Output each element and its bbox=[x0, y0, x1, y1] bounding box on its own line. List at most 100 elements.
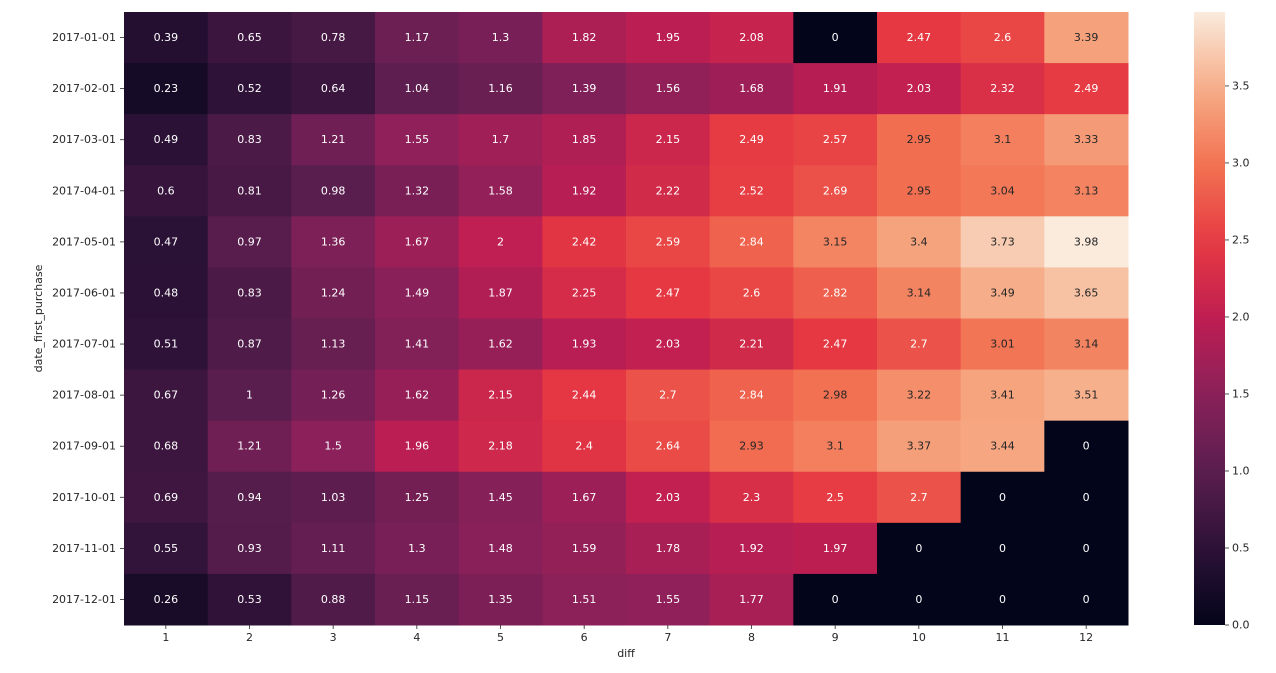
heatmap-cell bbox=[291, 12, 376, 64]
heatmap-cell bbox=[124, 369, 209, 422]
heatmap-cell bbox=[542, 12, 627, 64]
heatmap-cell bbox=[1044, 420, 1129, 473]
cell-value-label: 0 bbox=[999, 593, 1006, 606]
cell-value-label: 2.7 bbox=[910, 491, 928, 504]
y-tick-label: 2017-03-01 bbox=[52, 133, 116, 146]
heatmap-cell bbox=[626, 573, 711, 626]
cell-value-label: 2.84 bbox=[739, 235, 764, 248]
cell-value-label: 1.13 bbox=[321, 338, 346, 351]
cell-value-label: 1.58 bbox=[488, 184, 513, 197]
cell-value-label: 3.41 bbox=[990, 389, 1015, 402]
heatmap-cell bbox=[375, 114, 460, 166]
cell-value-label: 2.03 bbox=[656, 491, 681, 504]
cell-value-label: 1.55 bbox=[656, 593, 681, 606]
cell-value-label: 1.62 bbox=[405, 389, 430, 402]
cell-value-label: 2.4 bbox=[575, 440, 593, 453]
y-tick-label: 2017-04-01 bbox=[52, 184, 116, 197]
heatmap-cell bbox=[960, 420, 1045, 473]
cell-value-label: 2.6 bbox=[994, 31, 1012, 44]
cell-value-label: 0 bbox=[832, 593, 839, 606]
heatmap-cell bbox=[458, 318, 543, 371]
heatmap-cell bbox=[124, 573, 209, 626]
heatmap-cell bbox=[542, 573, 627, 626]
cell-value-label: 1.55 bbox=[405, 133, 430, 146]
cell-value-label: 2.84 bbox=[739, 389, 764, 402]
cell-value-label: 0.6 bbox=[157, 184, 175, 197]
heatmap-cell bbox=[877, 165, 962, 217]
cell-value-label: 1.97 bbox=[823, 542, 848, 555]
heatmap-cell bbox=[458, 216, 543, 268]
heatmap-cell bbox=[709, 12, 794, 64]
cell-value-label: 3.01 bbox=[990, 338, 1015, 351]
heatmap-cell bbox=[458, 573, 543, 626]
heatmap-cell bbox=[793, 522, 878, 575]
y-tick-labels: 2017-01-01 2017-02-01 2017-03-01 2017-04-01… bbox=[52, 31, 124, 606]
cell-value-label: 2.49 bbox=[1074, 82, 1099, 95]
heatmap-cell bbox=[458, 522, 543, 575]
y-tick-label: 2017-11-01 bbox=[52, 542, 116, 555]
heatmap-cell bbox=[375, 12, 460, 64]
heatmap-cell bbox=[709, 267, 794, 319]
cell-value-label: 3.15 bbox=[823, 235, 848, 248]
heatmap-cell bbox=[877, 114, 962, 166]
cell-value-label: 2.21 bbox=[739, 338, 764, 351]
y-tick-label: 2017-02-01 bbox=[52, 82, 116, 95]
cell-value-label: 3.33 bbox=[1074, 133, 1099, 146]
y-tick-label: 2017-07-01 bbox=[52, 338, 116, 351]
y-tick-label: 2017-05-01 bbox=[52, 235, 116, 248]
cell-value-label: 2.32 bbox=[990, 82, 1015, 95]
heatmap-cell bbox=[291, 114, 376, 166]
heatmap-cell bbox=[709, 369, 794, 422]
heatmap-cell bbox=[375, 63, 460, 115]
heatmap-cell bbox=[375, 420, 460, 473]
cell-value-label: 1.41 bbox=[405, 338, 430, 351]
cell-value-label: 2.69 bbox=[823, 184, 848, 197]
heatmap-cell bbox=[793, 63, 878, 115]
heatmap-cell bbox=[207, 318, 292, 371]
heatmap-cell bbox=[709, 471, 794, 524]
x-tick-label: 3 bbox=[330, 631, 337, 644]
y-tick-label: 2017-10-01 bbox=[52, 491, 116, 504]
heatmap-cell bbox=[124, 216, 209, 268]
cell-value-label: 2.57 bbox=[823, 133, 848, 146]
cell-value-label: 0.49 bbox=[154, 133, 179, 146]
colorbar-tick-label: 1.0 bbox=[1232, 464, 1250, 477]
x-axis-label: diff bbox=[617, 647, 635, 660]
heatmap-cell bbox=[960, 318, 1045, 371]
heatmap-cell bbox=[877, 522, 962, 575]
cell-value-label: 0.94 bbox=[237, 491, 262, 504]
heatmap-cell bbox=[458, 12, 543, 64]
cell-value-label: 0.47 bbox=[154, 235, 179, 248]
heatmap-cell bbox=[877, 369, 962, 422]
heatmap-cell bbox=[793, 318, 878, 371]
cell-value-label: 1 bbox=[246, 389, 253, 402]
heatmap-cell bbox=[207, 12, 292, 64]
cell-value-label: 2.6 bbox=[743, 286, 761, 299]
heatmap-cell bbox=[1044, 318, 1129, 371]
heatmap-cell bbox=[207, 114, 292, 166]
colorbar-tick-label: 2.5 bbox=[1232, 233, 1250, 246]
heatmap-cell bbox=[124, 420, 209, 473]
heatmap-cell bbox=[709, 63, 794, 115]
heatmap-cell bbox=[877, 420, 962, 473]
heatmap-cell bbox=[458, 267, 543, 319]
colorbar-tick-label: 1.5 bbox=[1232, 387, 1250, 400]
heatmap-cell bbox=[1044, 369, 1129, 422]
heatmap-cell bbox=[207, 471, 292, 524]
cell-value-label: 1.24 bbox=[321, 286, 346, 299]
heatmap-cell bbox=[542, 318, 627, 371]
cell-value-label: 0.39 bbox=[154, 31, 179, 44]
cell-value-label: 2.95 bbox=[907, 184, 932, 197]
heatmap-cell bbox=[1044, 165, 1129, 217]
cell-value-label: 0.55 bbox=[154, 542, 179, 555]
cell-value-label: 2.15 bbox=[656, 133, 681, 146]
cell-value-label: 1.87 bbox=[488, 286, 513, 299]
cell-value-label: 1.91 bbox=[823, 82, 848, 95]
heatmap-cell bbox=[124, 318, 209, 371]
heatmap-cell bbox=[124, 12, 209, 64]
heatmap-cell bbox=[709, 216, 794, 268]
cell-value-label: 3.73 bbox=[990, 235, 1015, 248]
heatmap-cell bbox=[124, 165, 209, 217]
cell-value-label: 1.3 bbox=[408, 542, 426, 555]
cell-value-label: 0.68 bbox=[154, 440, 179, 453]
